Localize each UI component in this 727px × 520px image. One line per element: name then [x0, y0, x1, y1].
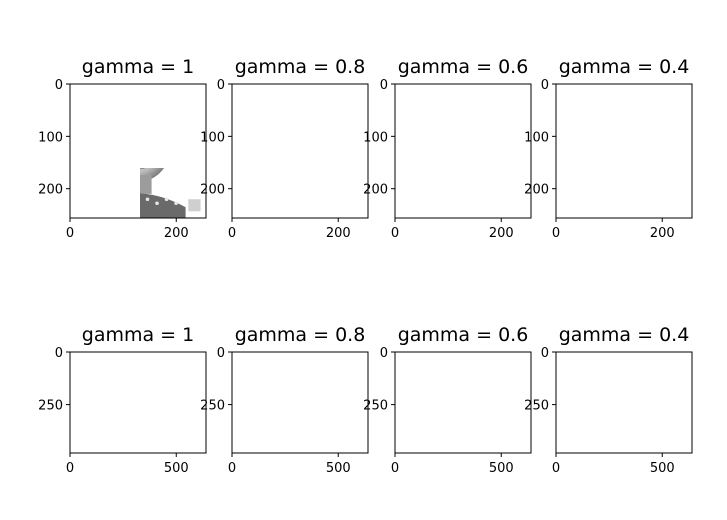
y-tick-label: 0: [217, 346, 225, 361]
x-tick-label: 0: [228, 461, 236, 476]
subplot-title: gamma = 0.8: [235, 324, 366, 346]
y-tick-label: 200: [200, 183, 225, 198]
axes-frame: [555, 83, 693, 219]
x-tick-label: 0: [228, 226, 236, 241]
y-tick-label: 100: [200, 130, 225, 145]
axes-frame: [555, 351, 693, 454]
y-tick-label: 200: [363, 183, 388, 198]
y-tick-label: 0: [217, 78, 225, 93]
subplot-title: gamma = 0.4: [559, 324, 690, 346]
subplot-title: gamma = 1: [82, 324, 194, 346]
axes-3: gamma = 0.6 0 200 0 100 200: [363, 56, 541, 241]
x-tick-label: 500: [326, 461, 351, 476]
y-tick-label: 100: [363, 130, 388, 145]
axes-frame: [69, 351, 207, 454]
street-scene-image: [70, 352, 217, 453]
axes-7: gamma = 0.6 0 500 0 250: [363, 324, 542, 476]
x-tick-label: 0: [391, 461, 399, 476]
x-tick-label: 500: [164, 461, 189, 476]
x-tick-label: 0: [66, 226, 74, 241]
axes-8: gamma = 0.4 0 500 0 250: [524, 324, 703, 476]
axes-frame: [394, 351, 532, 454]
portrait-image: [556, 83, 702, 218]
y-tick-label: 0: [55, 346, 63, 361]
x-tick-label: 500: [489, 461, 514, 476]
axes-2: gamma = 0.8 0 200 0 100 200: [200, 56, 378, 241]
subplot-title: gamma = 0.4: [559, 56, 690, 78]
y-tick-label: 250: [524, 399, 549, 414]
street-scene-image: [556, 352, 703, 453]
y-tick-label: 0: [380, 78, 388, 93]
x-tick-label: 0: [391, 226, 399, 241]
subplot-title: gamma = 0.6: [398, 324, 529, 346]
axes-frame: [69, 83, 207, 219]
x-tick-label: 0: [66, 461, 74, 476]
y-tick-label: 100: [38, 130, 63, 145]
portrait-image: [395, 83, 541, 218]
y-tick-label: 0: [541, 78, 549, 93]
portrait-image: [140, 168, 206, 218]
street-scene-image: [395, 352, 542, 453]
x-tick-label: 200: [164, 226, 189, 241]
y-tick-label: 0: [55, 78, 63, 93]
axes-1: gamma = 1 0 200 0 100 200: [38, 56, 207, 241]
y-tick-label: 250: [200, 399, 225, 414]
y-tick-label: 0: [380, 346, 388, 361]
y-tick-label: 250: [363, 399, 388, 414]
axes-frame: [394, 83, 532, 219]
x-tick-label: 0: [552, 226, 560, 241]
x-tick-label: 200: [489, 226, 514, 241]
y-tick-label: 250: [38, 399, 63, 414]
axes-5: gamma = 1 0 500 0 250: [38, 324, 217, 476]
x-tick-label: 200: [650, 226, 675, 241]
axes-frame: [231, 351, 369, 454]
axes-6: gamma = 0.8 0 500 0 250: [200, 324, 379, 476]
subplot-title: gamma = 0.8: [235, 56, 366, 78]
portrait-image: [232, 83, 378, 218]
x-tick-label: 0: [552, 461, 560, 476]
x-tick-label: 200: [326, 226, 351, 241]
y-tick-label: 0: [541, 346, 549, 361]
subplot-title: gamma = 1: [82, 56, 194, 78]
subplot-title: gamma = 0.6: [398, 56, 529, 78]
y-tick-label: 200: [524, 183, 549, 198]
axes-4: gamma = 0.4 0 200 0 100 200: [524, 56, 702, 241]
y-tick-label: 100: [524, 130, 549, 145]
street-scene-image: [232, 352, 379, 453]
x-tick-label: 500: [650, 461, 675, 476]
axes-frame: [231, 83, 369, 219]
y-tick-label: 200: [38, 183, 63, 198]
